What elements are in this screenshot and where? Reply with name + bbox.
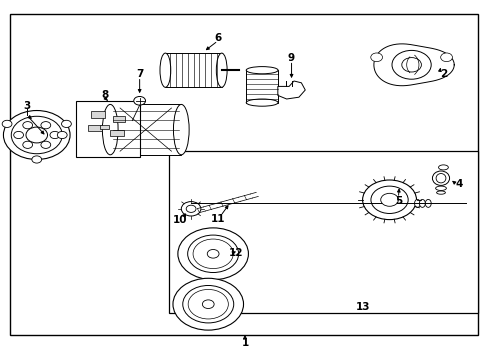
- Ellipse shape: [246, 67, 278, 74]
- Ellipse shape: [419, 199, 425, 207]
- Bar: [76, 101, 140, 157]
- Circle shape: [14, 131, 24, 139]
- Bar: [246, 70, 278, 103]
- Circle shape: [11, 116, 62, 154]
- Text: 9: 9: [288, 53, 295, 63]
- Circle shape: [441, 53, 452, 62]
- Ellipse shape: [433, 171, 450, 185]
- Text: 2: 2: [440, 69, 447, 79]
- Text: 12: 12: [229, 248, 244, 258]
- Bar: [110, 130, 124, 136]
- Circle shape: [178, 228, 248, 280]
- Bar: [10, 14, 478, 335]
- Circle shape: [193, 239, 233, 269]
- Text: 6: 6: [215, 33, 221, 43]
- Circle shape: [363, 180, 416, 220]
- Circle shape: [41, 141, 50, 148]
- Circle shape: [181, 202, 201, 216]
- Bar: [113, 116, 125, 122]
- Circle shape: [2, 120, 12, 127]
- Ellipse shape: [437, 191, 445, 194]
- Ellipse shape: [160, 53, 171, 87]
- Circle shape: [57, 131, 67, 139]
- Ellipse shape: [217, 53, 227, 87]
- Ellipse shape: [173, 104, 189, 155]
- Text: 5: 5: [395, 195, 402, 206]
- Text: 8: 8: [102, 90, 109, 100]
- Circle shape: [194, 293, 223, 315]
- Circle shape: [207, 249, 219, 258]
- Text: 10: 10: [173, 215, 188, 225]
- Bar: [88, 125, 102, 131]
- Ellipse shape: [425, 199, 431, 207]
- Text: 7: 7: [136, 69, 144, 79]
- Circle shape: [23, 141, 32, 148]
- Circle shape: [371, 186, 408, 213]
- Text: 1: 1: [242, 338, 248, 348]
- Polygon shape: [278, 81, 305, 99]
- Text: 13: 13: [355, 302, 370, 312]
- Circle shape: [26, 127, 48, 143]
- Circle shape: [183, 285, 234, 323]
- Circle shape: [134, 96, 146, 105]
- Circle shape: [381, 193, 398, 206]
- Text: 11: 11: [211, 213, 225, 224]
- Ellipse shape: [415, 199, 420, 207]
- Text: 3: 3: [24, 101, 30, 111]
- Circle shape: [23, 122, 32, 129]
- Polygon shape: [374, 44, 454, 86]
- Ellipse shape: [246, 99, 278, 106]
- Circle shape: [62, 120, 72, 127]
- Circle shape: [392, 50, 431, 79]
- Bar: [91, 111, 105, 118]
- Ellipse shape: [102, 104, 118, 155]
- Circle shape: [32, 156, 42, 163]
- Circle shape: [50, 131, 60, 139]
- Circle shape: [41, 122, 51, 129]
- Circle shape: [198, 243, 228, 265]
- Bar: [100, 125, 109, 129]
- Ellipse shape: [436, 186, 446, 190]
- Bar: [169, 151, 478, 313]
- Circle shape: [173, 278, 244, 330]
- Circle shape: [3, 111, 70, 159]
- Circle shape: [202, 300, 214, 309]
- Text: 4: 4: [456, 179, 464, 189]
- Circle shape: [371, 53, 383, 62]
- Circle shape: [188, 235, 239, 273]
- Ellipse shape: [439, 165, 448, 170]
- Bar: [166, 53, 221, 87]
- Circle shape: [402, 58, 421, 72]
- Ellipse shape: [436, 174, 446, 183]
- Circle shape: [188, 289, 228, 319]
- Bar: [110, 104, 181, 155]
- Circle shape: [186, 205, 196, 212]
